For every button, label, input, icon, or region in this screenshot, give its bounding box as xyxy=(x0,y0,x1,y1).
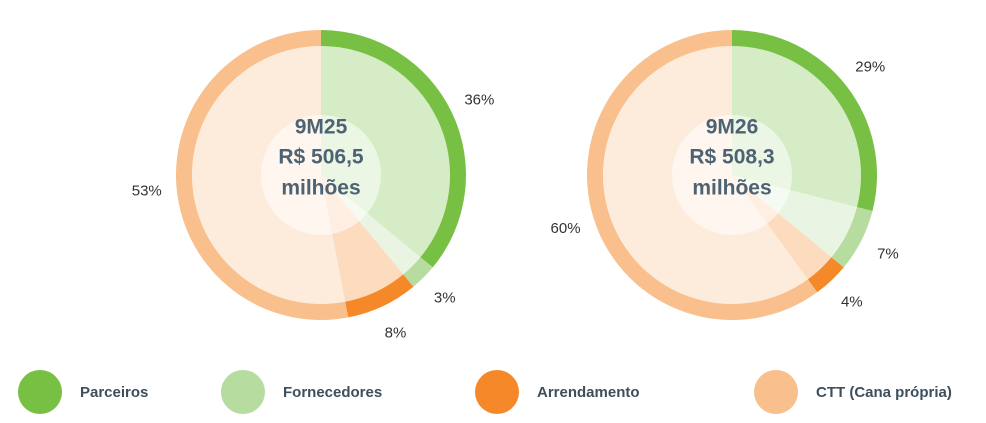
legend-swatch xyxy=(475,370,519,414)
center-label: milhões xyxy=(692,177,771,200)
slice-ring xyxy=(732,30,877,212)
value-label: 53% xyxy=(132,182,162,199)
slice-ring xyxy=(345,274,414,318)
center-label: R$ 506,5 xyxy=(278,146,364,169)
legend-label: Parceiros xyxy=(80,384,148,401)
center-disc xyxy=(261,115,381,235)
slice-inner xyxy=(321,46,450,258)
value-label: 60% xyxy=(551,220,581,237)
center-label: milhões xyxy=(281,177,360,200)
legend-swatch xyxy=(754,370,798,414)
value-label: 3% xyxy=(434,290,456,307)
slice-ring xyxy=(403,257,433,287)
center-label: R$ 508,3 xyxy=(689,146,774,169)
value-label: 36% xyxy=(464,91,494,108)
center-label: 9M26 xyxy=(706,116,759,139)
slice-ring xyxy=(831,207,873,268)
slice-ring xyxy=(807,257,844,293)
center-disc xyxy=(672,115,792,235)
slice-ring xyxy=(321,30,466,268)
value-label: 8% xyxy=(385,324,407,341)
value-label: 4% xyxy=(841,294,863,311)
center-label: 9M25 xyxy=(295,116,348,139)
legend-swatch xyxy=(18,370,62,414)
legend-swatch xyxy=(221,370,265,414)
value-label: 29% xyxy=(855,59,885,76)
slice-ring xyxy=(587,30,818,321)
value-label: 7% xyxy=(877,245,899,262)
legend-label: Arrendamento xyxy=(537,384,640,401)
legend-label: CTT (Cana própria) xyxy=(816,384,952,401)
legend-label: Fornecedores xyxy=(283,384,382,401)
